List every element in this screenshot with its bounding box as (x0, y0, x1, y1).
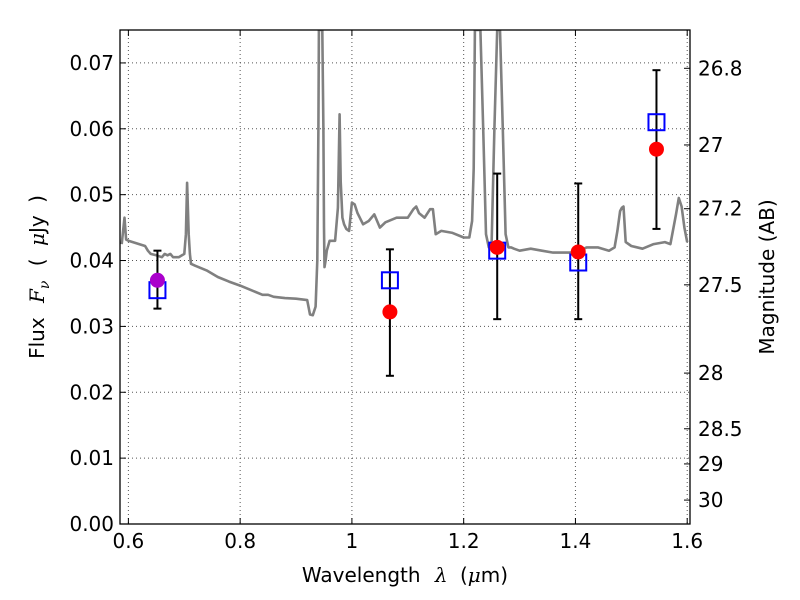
x-tick-label: 1.4 (560, 529, 592, 553)
x-tick-label: 0.6 (112, 529, 144, 553)
y2-tick-label: 27 (698, 133, 723, 157)
observed-flux-dot (570, 244, 586, 260)
y-axis-unit-rest: Jy (25, 215, 49, 235)
y2-tick-label: 27.5 (698, 273, 743, 297)
x-axis-unit-open: ( (460, 563, 468, 587)
x-tick-label: 0.8 (224, 529, 256, 553)
y-axis-label: Flux Fν ( μJy ) (25, 195, 54, 359)
x-tick-label: 1 (346, 529, 359, 553)
y2-tick-label: 27.2 (698, 197, 743, 221)
x-axis-label: Wavelength λ (μm) (302, 563, 508, 587)
y-axis-unit-open: ( (25, 258, 49, 266)
y-tick-label: 0.00 (69, 512, 114, 536)
observed-flux-dot (382, 304, 398, 320)
x-axis-label-text: Wavelength (302, 563, 421, 587)
y-tick-label: 0.02 (69, 380, 114, 404)
y2-axis-label: Magnitude (AB) (755, 199, 779, 354)
plot-area (120, 30, 689, 377)
y-tick-label: 0.01 (69, 446, 114, 470)
observed-flux-dot (648, 141, 664, 157)
axis-ticks: 0.6 0.8 1 1.2 1.4 1.6 0.00 0.01 0.02 0.03 0.04 0.05… (69, 30, 743, 553)
y-tick-label: 0.03 (69, 314, 114, 338)
model-flux-square (647, 113, 666, 132)
plot-frame (119, 29, 691, 525)
model-spectrum-line (120, 30, 689, 317)
y-tick-label: 0.06 (69, 117, 114, 141)
y2-tick-label: 28 (698, 361, 723, 385)
y2-tick-label: 26.8 (698, 56, 743, 80)
y-axis-label-symbol: F (25, 288, 49, 304)
x-axis-label-symbol: λ (434, 563, 448, 587)
y-tick-label: 0.05 (69, 183, 114, 207)
model-flux-square (380, 271, 399, 290)
y-axis-label-text: Flux (25, 317, 49, 359)
y-tick-label: 0.04 (69, 249, 114, 273)
y2-tick-label: 28.5 (698, 417, 743, 441)
x-tick-label: 1.2 (448, 529, 480, 553)
grid-lines (120, 30, 690, 524)
observed-flux-dot (149, 272, 165, 288)
x-tick-label: 1.6 (671, 529, 703, 553)
x-axis-unit-mu: μ (468, 563, 481, 587)
y-axis-label-subscript: ν (37, 280, 53, 289)
observed-flux-dot (489, 239, 505, 255)
y2-tick-label: 29 (698, 452, 723, 476)
x-axis-unit-rest: m) (481, 563, 508, 587)
y2-tick-label: 30 (698, 488, 723, 512)
y-axis-unit-close: ) (25, 195, 49, 203)
y-axis-unit-mu: μ (25, 233, 49, 246)
y-tick-label: 0.07 (69, 51, 114, 75)
